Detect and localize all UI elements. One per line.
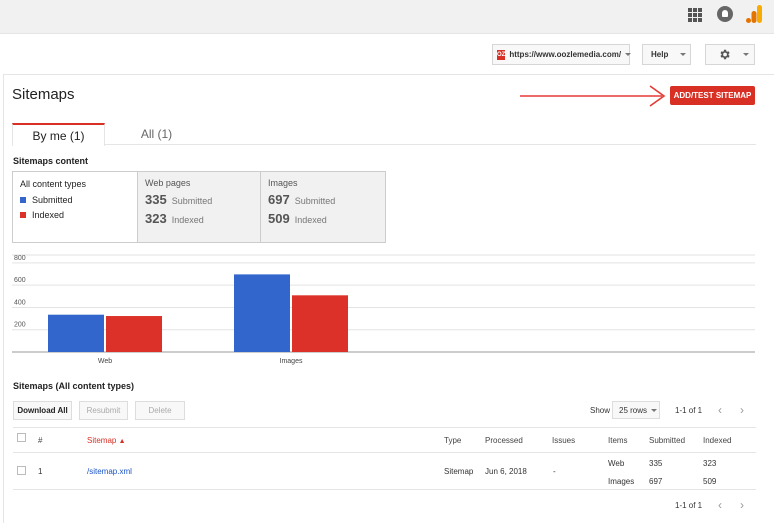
stat-indexed: 509 Indexed — [268, 211, 378, 226]
stat-submitted: 335 Submitted — [145, 192, 253, 207]
submitted-swatch — [20, 197, 26, 203]
stat-value: 509 — [268, 211, 290, 226]
card-web-pages[interactable]: Web pages 335 Submitted 323 Indexed — [137, 171, 261, 243]
stat-submitted: 697 Submitted — [268, 192, 378, 207]
stat-value: 323 — [145, 211, 167, 226]
card-title: All content types — [20, 179, 87, 189]
bar-web-indexed — [106, 316, 162, 352]
column-header-type[interactable]: Type — [444, 436, 462, 445]
row-item-web-submitted: 335 — [649, 459, 663, 468]
content-type-cards: All content types Submitted Indexed Web … — [12, 171, 386, 243]
stat-value: 697 — [268, 192, 290, 207]
x-tick-label: Images — [280, 358, 303, 365]
column-header-items: Items — [608, 436, 628, 445]
page-title: Sitemaps — [12, 86, 75, 103]
stat-value: 335 — [145, 192, 167, 207]
chevron-left-icon[interactable]: ‹ — [718, 403, 722, 417]
property-selector[interactable]: OZ https://www.oozlemedia.com/ — [492, 44, 632, 65]
gear-icon — [720, 49, 730, 60]
sort-ascending-icon: ▲ — [118, 438, 126, 445]
main-panel — [3, 74, 774, 523]
row-type: Sitemap — [444, 467, 474, 476]
settings-button[interactable] — [705, 44, 755, 65]
chevron-down-icon — [743, 53, 749, 56]
row-item-web: Web — [608, 459, 625, 468]
row-checkbox[interactable] — [17, 466, 26, 475]
table-top-border — [13, 427, 756, 428]
indexed-swatch — [20, 212, 26, 218]
row-item-images-submitted: 697 — [649, 477, 663, 486]
column-header-num: # — [38, 436, 43, 445]
add-test-sitemap-button[interactable]: ADD/TEST SITEMAP — [670, 86, 755, 105]
legend-label: Submitted — [32, 195, 73, 205]
sitemap-link[interactable]: /sitemap.xml — [87, 467, 132, 476]
show-label: Show — [590, 406, 611, 415]
sitemaps-table-title: Sitemaps (All content types) — [13, 381, 135, 391]
help-label: Help — [651, 50, 669, 59]
bar-images-indexed — [292, 295, 348, 352]
header-bottom-border — [13, 452, 756, 453]
sitemaps-content-title: Sitemaps content — [13, 156, 89, 166]
analytics-logo-icon[interactable] — [744, 4, 764, 24]
card-title: Web pages — [145, 178, 191, 188]
card-images[interactable]: Images 697 Submitted 509 Indexed — [260, 171, 386, 243]
chevron-right-icon[interactable]: › — [740, 498, 744, 512]
legend-indexed: Indexed — [20, 210, 130, 220]
google-top-bar — [0, 0, 774, 34]
stat-label: Submitted — [171, 196, 213, 206]
y-tick-label: 400 — [14, 299, 26, 306]
card-title: Images — [268, 178, 298, 188]
property-url: https://www.oozlemedia.com/ — [509, 50, 622, 59]
x-tick-label: Web — [98, 358, 112, 365]
row-processed: Jun 6, 2018 — [485, 467, 527, 476]
resubmit-button[interactable]: Resubmit — [79, 401, 128, 420]
sitemap-bar-chart: 200 400 600 800 Web Images — [12, 254, 755, 365]
y-tick-label: 200 — [14, 322, 26, 329]
column-header-processed[interactable]: Processed — [485, 436, 523, 445]
row-item-images-indexed: 509 — [703, 477, 717, 486]
column-header-issues[interactable]: Issues — [552, 436, 576, 445]
row-item-images: Images — [608, 477, 635, 486]
stat-label: Indexed — [294, 215, 327, 225]
pagination-text: 1-1 of 1 — [675, 406, 703, 415]
column-header-sitemap-label: Sitemap — [87, 436, 117, 445]
table-bottom-border — [13, 489, 756, 490]
notifications-icon[interactable] — [717, 6, 733, 22]
column-header-submitted[interactable]: Submitted — [649, 436, 686, 445]
row-item-web-indexed: 323 — [703, 459, 717, 468]
select-all-checkbox[interactable] — [17, 433, 26, 442]
delete-button[interactable]: Delete — [135, 401, 185, 420]
stat-label: Indexed — [171, 215, 204, 225]
tabs-divider — [13, 144, 756, 145]
column-header-sitemap[interactable]: Sitemap ▲ — [87, 436, 126, 445]
row-issues: - — [553, 467, 556, 476]
chevron-down-icon — [625, 53, 632, 56]
pagination-text-bottom: 1-1 of 1 — [675, 501, 703, 510]
console-toolbar: OZ https://www.oozlemedia.com/ Help — [0, 34, 774, 74]
annotation-arrow — [520, 85, 666, 107]
card-all-content-types[interactable]: All content types Submitted Indexed — [12, 171, 137, 243]
bar-web-submitted — [48, 314, 104, 352]
download-all-button[interactable]: Download All — [13, 401, 72, 420]
y-tick-label: 800 — [14, 255, 26, 262]
legend-submitted: Submitted — [20, 195, 130, 205]
tab-all[interactable]: All (1) — [140, 127, 173, 141]
apps-grid-icon[interactable] — [688, 8, 702, 22]
chevron-down-icon — [680, 53, 687, 56]
bar-images-submitted — [234, 274, 290, 352]
column-header-indexed[interactable]: Indexed — [703, 436, 732, 445]
legend-label: Indexed — [32, 210, 65, 220]
tab-by-me[interactable]: By me (1) — [12, 123, 105, 146]
stat-label: Submitted — [294, 196, 336, 206]
y-tick-label: 600 — [14, 277, 26, 284]
chevron-right-icon[interactable]: › — [740, 403, 744, 417]
rows-per-page-select[interactable]: 25 rows — [612, 401, 660, 419]
row-num: 1 — [38, 467, 43, 476]
chevron-left-icon[interactable]: ‹ — [718, 498, 722, 512]
chevron-down-icon — [651, 408, 658, 412]
stat-indexed: 323 Indexed — [145, 211, 253, 226]
help-button[interactable]: Help — [642, 44, 691, 65]
rows-per-page-value: 25 rows — [619, 405, 648, 415]
site-favicon-icon: OZ — [497, 49, 506, 60]
